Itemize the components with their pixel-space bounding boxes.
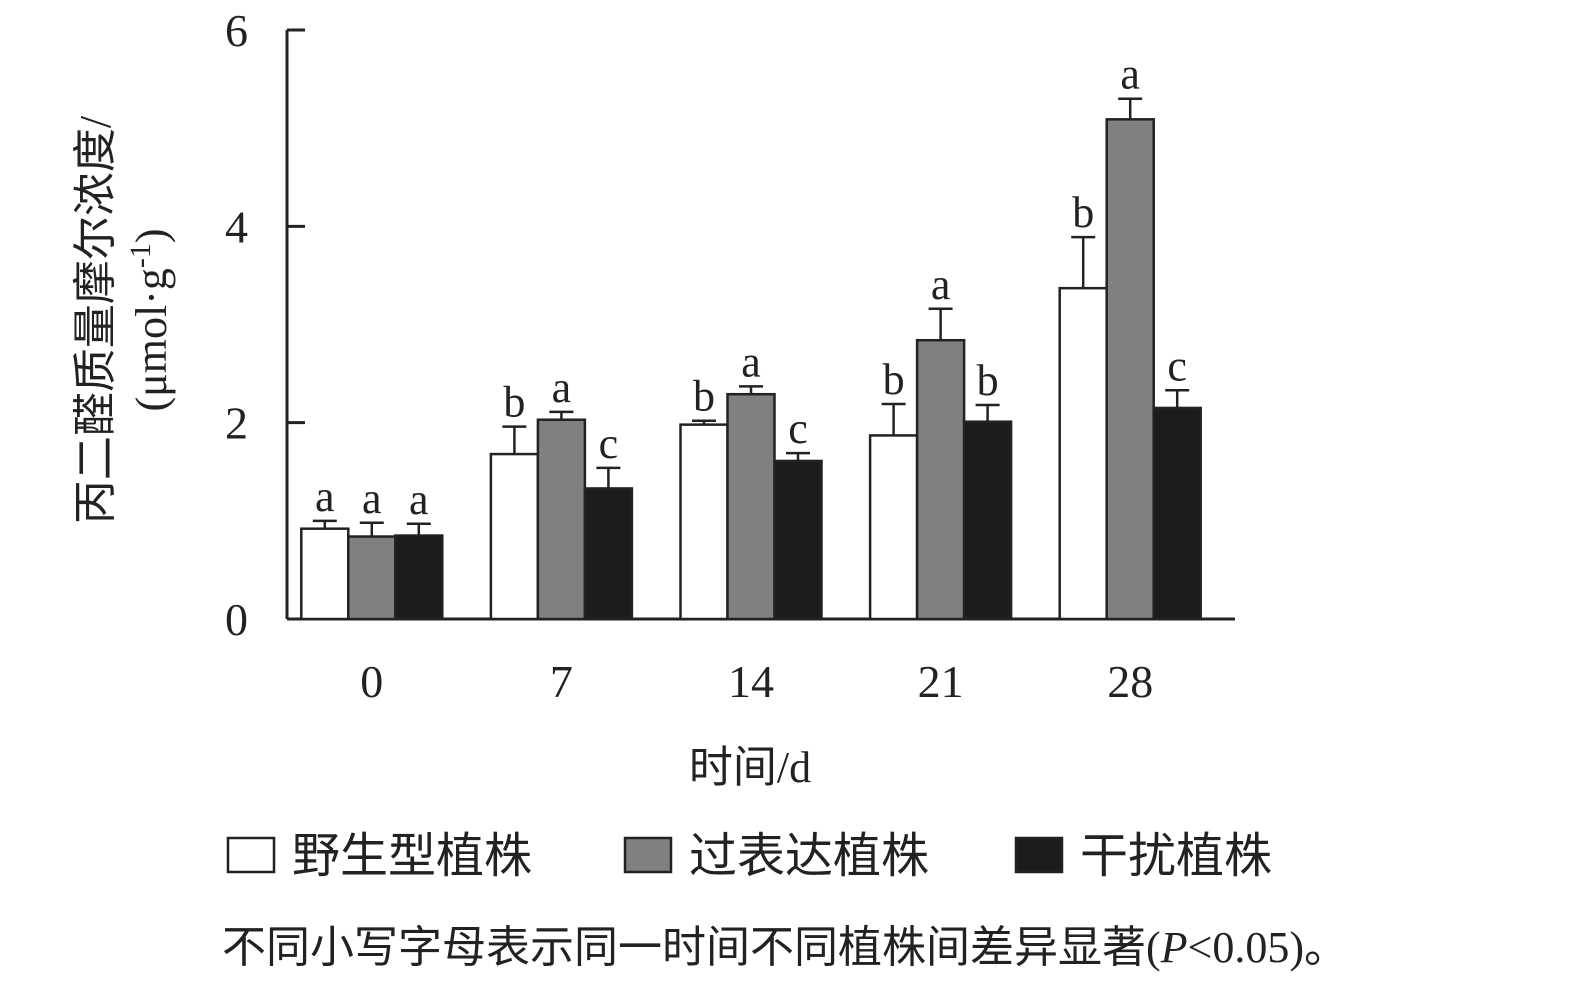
y-tick-label: 2: [225, 398, 248, 449]
significance-letter: a: [315, 472, 335, 521]
significance-letter: b: [977, 356, 999, 405]
bar: [536, 418, 587, 621]
bar: [773, 459, 823, 621]
bar: [868, 434, 919, 621]
bar: [1058, 286, 1108, 621]
y-axis-unit-exponent: -1: [124, 243, 157, 268]
y-tick-label: 0: [225, 594, 248, 645]
x-tick-label: 14: [728, 656, 774, 707]
legend-label: 干扰植株: [1080, 830, 1272, 883]
significance-letter: a: [362, 474, 382, 523]
significance-letter: a: [409, 475, 429, 524]
y-axis: 0 2 4 6: [225, 5, 305, 645]
note-tail: <0.05)。: [1188, 923, 1348, 972]
significance-letter: b: [693, 372, 715, 421]
x-axis: 0 7 14 21 28: [287, 617, 1235, 707]
significance-note: 不同小写字母表示同一时间不同植株间差异显著(P<0.05)。: [222, 923, 1348, 972]
legend-label: 过表达植株: [689, 830, 929, 883]
x-tick-label: 7: [550, 656, 573, 707]
bar: [583, 487, 634, 621]
y-axis-unit: (μmol·g: [127, 268, 176, 411]
significance-letter: a: [931, 260, 951, 309]
note-p-symbol: P: [1160, 923, 1188, 972]
bar: [726, 392, 776, 621]
x-axis-title: 时间/d: [689, 743, 811, 792]
significance-letter: a: [1120, 50, 1140, 99]
significance-letter: b: [1072, 188, 1094, 237]
x-tick-label: 28: [1107, 656, 1153, 707]
bar: [679, 423, 729, 621]
bar: [300, 527, 350, 621]
bar: [915, 338, 966, 621]
y-axis-unit-close: ): [127, 229, 176, 244]
bar: [1105, 118, 1155, 621]
bar: [962, 420, 1013, 621]
y-axis-title: 丙二醛质量摩尔浓度/ (μmol·g-1): [71, 115, 176, 524]
y-tick-label: 4: [225, 201, 248, 252]
significance-letter: c: [599, 419, 619, 468]
significance-letter: c: [788, 404, 808, 453]
significance-letter: b: [503, 378, 525, 427]
legend: 野生型植株 过表达植株 干扰植株: [226, 830, 1272, 883]
y-axis-title-line2: (μmol·g-1): [124, 229, 176, 412]
significance-letter: a: [741, 337, 761, 386]
legend-swatch: [226, 836, 276, 874]
x-tick-label: 21: [918, 656, 964, 707]
significance-letter: a: [552, 363, 572, 412]
legend-swatch: [1014, 836, 1064, 874]
bar: [489, 452, 540, 621]
bar: [347, 535, 397, 621]
legend-label: 野生型植株: [292, 830, 532, 883]
note-text: 不同小写字母表示同一时间不同植株间差异显著(: [222, 923, 1161, 972]
bar: [1152, 406, 1202, 621]
bar: [394, 534, 444, 621]
y-axis-title-line1: 丙二醛质量摩尔浓度/: [71, 115, 120, 524]
significance-letter: c: [1167, 341, 1187, 390]
x-tick-label: 0: [360, 656, 383, 707]
y-tick-label: 6: [225, 5, 248, 56]
significance-letter: b: [883, 355, 905, 404]
legend-swatch: [623, 836, 673, 874]
